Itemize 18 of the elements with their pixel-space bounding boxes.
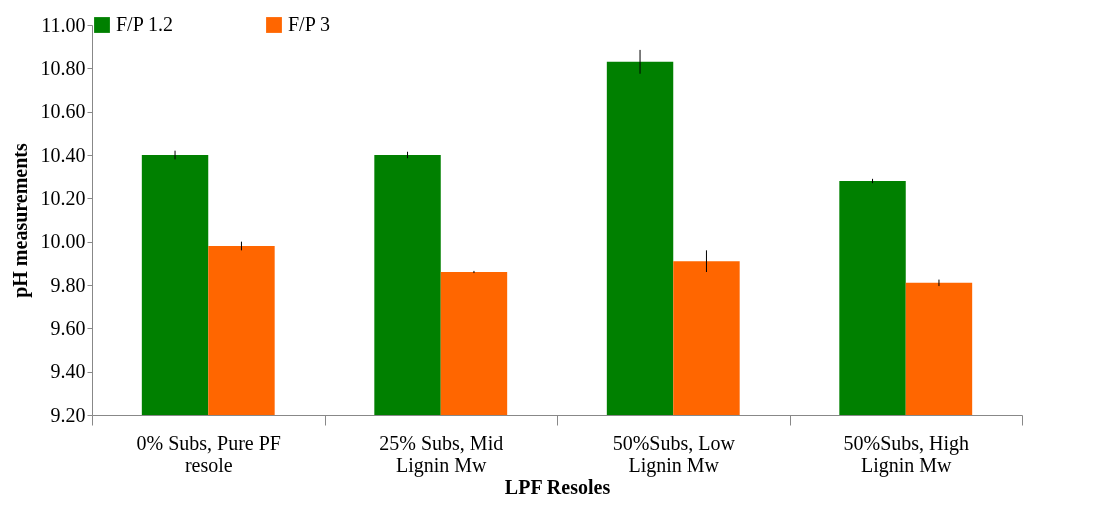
y-tick-label: 10.60 [40,100,86,123]
legend-label: F/P 1.2 [116,13,174,35]
y-tick-label: 9.80 [50,273,86,296]
y-axis-title: pH measurements [8,142,32,298]
x-tick-label: 0% Subs, Pure PF resole [136,431,281,476]
y-tick-label: 10.40 [40,143,86,166]
x-tick-label: 25% Subs, Mid Lignin Mw [379,431,504,477]
x-tick-label: 50%Subs, High Lignin Mw [843,431,970,477]
y-tick-label: 10.00 [40,230,86,253]
x-axis-title: LPF Resoles [504,475,611,498]
y-tick-label: 9.60 [50,316,86,339]
y-tick-label: 11.00 [41,13,86,36]
x-tick-label: 50%Subs, Low Lignin Mw [612,431,736,477]
y-tick-label: 9.40 [50,360,86,383]
y-tick-label: 10.20 [40,186,86,209]
y-tick-label: 9.20 [50,403,86,426]
y-tick-label: 10.80 [40,56,86,79]
legend-label: F/P 3 [288,13,331,35]
